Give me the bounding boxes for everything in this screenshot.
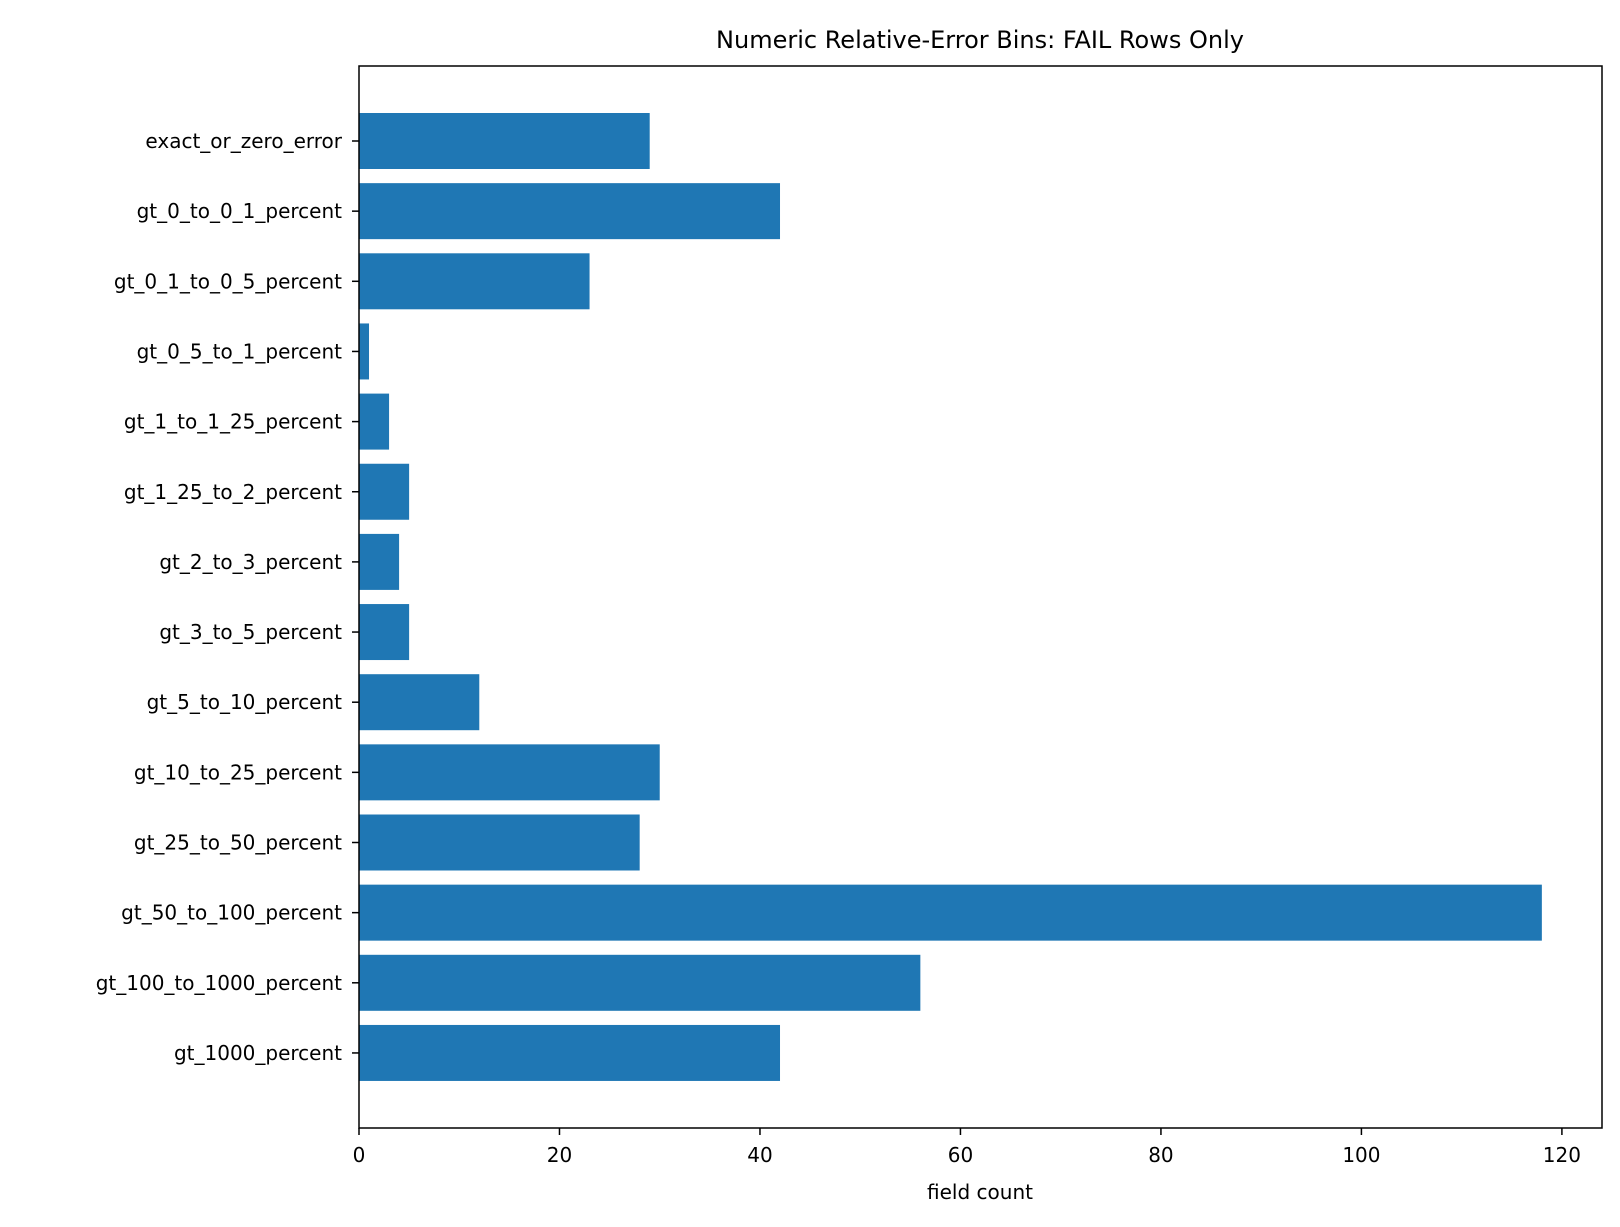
plot-area-frame [358,65,1603,1129]
chart-title: Numeric Relative-Error Bins: FAIL Rows O… [716,26,1244,54]
y-tick-label: gt_50_to_100_percent [121,901,342,925]
x-tick-label: 100 [1342,1143,1380,1167]
bar-gt-1-to-1-25-percent [359,393,390,450]
x-axis: 0 20 40 60 80 100 120 [353,1128,1581,1167]
x-tick-label: 80 [1148,1143,1173,1167]
y-tick-label: gt_2_to_3_percent [159,550,342,574]
x-axis-label: field count [927,1180,1033,1204]
y-tick-label: gt_0_to_0_1_percent [137,199,343,223]
bar-gt-0-to-0-1-percent [359,183,781,240]
y-tick-label: gt_1_to_1_25_percent [124,410,342,434]
x-tick-label: 120 [1543,1143,1581,1167]
y-tick-label: gt_0_5_to_1_percent [137,339,343,363]
bar-gt-5-to-10-percent [359,674,480,731]
bar-gt-2-to-3-percent [359,533,400,590]
bar-exact-or-zero-error [359,113,650,169]
bar-gt-1000-percent [359,1024,781,1081]
y-tick-label: exact_or_zero_error [145,129,342,153]
bar-gt-100-to-1000-percent [359,954,921,1011]
y-tick-label: gt_10_to_25_percent [134,760,342,784]
y-axis: exact_or_zero_error gt_0_to_0_1_percentgt… [96,129,359,1065]
x-tick-label: 40 [747,1143,772,1167]
y-tick-label: gt_25_to_50_percent [134,831,342,855]
y-tick-label: gt_3_to_5_percent [159,620,342,644]
bar-gt-0-5-to-1-percent [359,323,370,380]
bar-gt-3-to-5-percent [359,604,410,661]
y-tick-label: gt_5_to_10_percent [147,690,343,714]
y-tick-label: gt_1000_percent [174,1041,342,1065]
y-tick-label: gt_1_25_to_2_percent [124,480,342,504]
bar-gt-50-to-100-percent [359,884,1542,941]
bar-gt-1-25-to-2-percent [359,463,410,520]
x-tick-label: 20 [547,1143,572,1167]
y-tick-label: gt_0_1_to_0_5_percent [114,269,342,293]
x-tick-label: 60 [948,1143,973,1167]
x-tick-label: 0 [353,1143,366,1167]
bar-gt-10-to-25-percent [359,744,660,801]
y-tick-label: gt_100_to_1000_percent [96,971,342,995]
bar-gt-25-to-50-percent [359,814,640,871]
bar-gt-0-1-to-0-5-percent [359,253,590,310]
bars-group [359,113,1542,1081]
